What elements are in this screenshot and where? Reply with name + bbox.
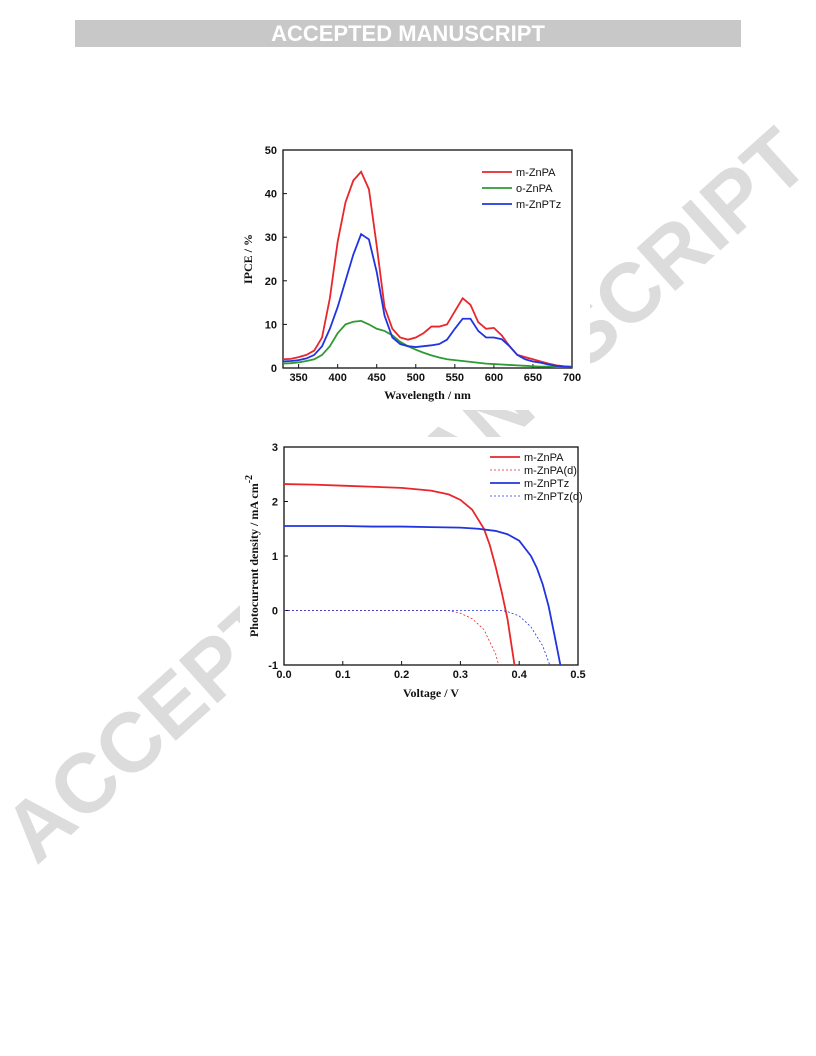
x-tick-label: 0.1 xyxy=(335,669,350,681)
y-axis-label-text: IPCE / % xyxy=(241,234,255,284)
series-line xyxy=(284,610,500,666)
series-line xyxy=(284,610,551,666)
x-tick-label: 500 xyxy=(407,372,425,384)
series-line xyxy=(282,232,573,369)
y-tick-label: 0 xyxy=(272,606,278,618)
plot-frame xyxy=(282,149,573,369)
y-axis-label: IPCE / % xyxy=(241,234,255,284)
x-tick-label: 650 xyxy=(524,372,542,384)
y-tick-label: -1 xyxy=(268,660,278,672)
x-tick-label: 400 xyxy=(328,372,346,384)
x-tick-label: 600 xyxy=(485,372,503,384)
y-axis-label: Photocurrent density / mA cm-2 xyxy=(244,475,261,637)
y-axis-label-text: Photocurrent density / mA cm xyxy=(247,483,261,637)
legend-label: m-ZnPTz xyxy=(516,199,561,211)
legend-label: m-ZnPA xyxy=(516,167,556,179)
x-tick-label: 450 xyxy=(368,372,386,384)
series-line xyxy=(282,319,572,369)
x-axis-label: Voltage / V xyxy=(403,686,459,700)
x-tick-label: 0.2 xyxy=(394,669,409,681)
x-tick-label: 0.3 xyxy=(453,669,468,681)
legend-label: m-ZnPA(d) xyxy=(524,465,577,477)
x-tick-label: 550 xyxy=(446,372,464,384)
y-tick-label: 10 xyxy=(265,319,277,331)
y-tick-label: 50 xyxy=(265,145,277,157)
series-line xyxy=(283,483,516,666)
series-line xyxy=(284,525,562,666)
x-tick-label: 0.0 xyxy=(276,669,291,681)
x-tick-label: 350 xyxy=(289,372,307,384)
legend-label: m-ZnPTz xyxy=(524,478,569,490)
banner-text: ACCEPTED MANUSCRIPT xyxy=(271,21,545,46)
y-tick-label: 20 xyxy=(265,276,277,288)
banner xyxy=(75,20,741,47)
chart-background xyxy=(240,140,590,410)
x-axis-label: Wavelength / nm xyxy=(384,388,471,402)
y-tick-label: 30 xyxy=(265,232,277,244)
y-tick-label: 40 xyxy=(265,189,277,201)
series-line xyxy=(282,170,573,368)
legend-label: o-ZnPA xyxy=(516,183,553,195)
x-tick-label: 0.4 xyxy=(512,669,528,681)
y-tick-label: 0 xyxy=(271,363,277,375)
legend-label: m-ZnPA xyxy=(524,452,564,464)
legend-label: m-ZnPTz(d) xyxy=(524,491,583,503)
x-tick-label: 0.5 xyxy=(570,669,585,681)
y-tick-label: 2 xyxy=(272,497,278,509)
y-tick-label: 1 xyxy=(272,551,278,563)
x-tick-label: 700 xyxy=(563,372,581,384)
chart-background xyxy=(240,437,592,705)
y-tick-label: 3 xyxy=(272,442,278,454)
y-axis-label-superscript: -2 xyxy=(244,475,255,483)
